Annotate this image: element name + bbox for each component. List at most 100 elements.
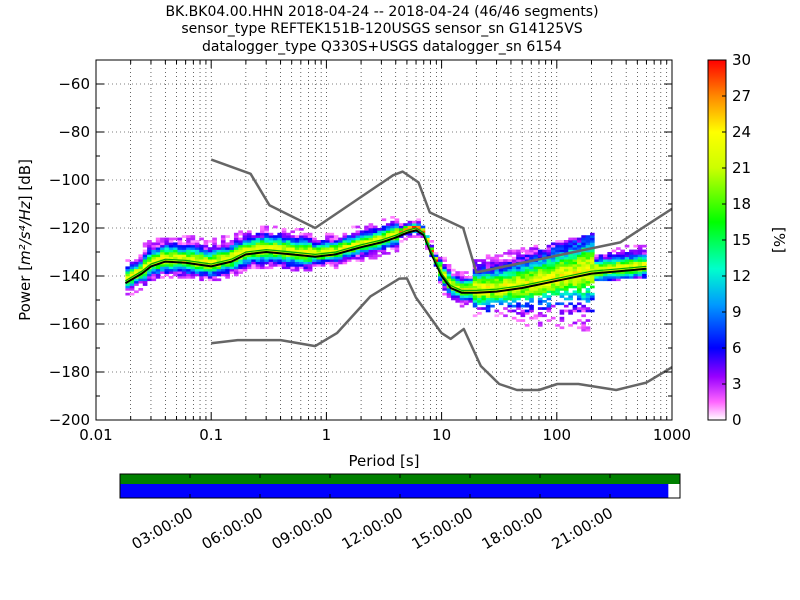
heatmap-cell [589,276,595,279]
heatmap-cell [511,266,517,270]
heatmap-cell [151,247,157,250]
heatmap-cell [524,295,530,298]
heatmap-cell [507,292,513,296]
heatmap-cell [260,240,265,243]
heatmap-cell [273,259,278,262]
heatmap-cell [603,273,608,277]
heatmap-cell [268,259,274,262]
heatmap-cell [568,254,573,258]
heatmap-cell [520,266,526,270]
heatmap-cell [212,276,217,279]
heatmap-cell [498,273,504,277]
heatmap-cell [438,276,443,279]
heatmap-cell [576,273,582,277]
heatmap-cell [481,283,487,286]
heatmap-cell [581,307,586,310]
heatmap-cell [242,268,248,272]
heatmap-cell [268,256,274,260]
heatmap-cell [186,240,191,243]
heatmap-cell [446,280,452,284]
heatmap-cell [455,285,461,289]
heatmap-cell [524,312,530,315]
heatmap-cell [555,271,560,274]
heatmap-cell [238,240,243,243]
heatmap-cell [507,276,513,279]
heatmap-cell [464,290,469,294]
x-tick-label: 0.01 [79,426,112,444]
heatmap-cell [581,324,586,327]
heatmap-cell [203,256,209,260]
heatmap-cell [611,276,617,279]
heatmap-cell [503,280,508,284]
heatmap-cell [442,285,448,289]
heatmap-cell [481,273,487,277]
heatmap-cell [542,314,547,318]
heatmap-cell [398,225,404,229]
heatmap-cell [603,266,608,270]
heatmap-cell [390,223,395,226]
heatmap-cell [537,290,543,294]
heatmap-cell [294,228,300,231]
heatmap-cell [563,290,569,294]
heatmap-cell [498,295,504,298]
heatmap-cell [273,261,278,265]
heatmap-cell [155,276,161,279]
heatmap-cell [177,268,183,272]
heatmap-cell [329,249,335,253]
heatmap-cell [286,266,291,270]
heatmap-cell [524,271,530,274]
heatmap-cell [359,240,365,243]
heatmap-cell [581,280,586,284]
heatmap-cell [342,256,348,260]
heatmap-cell [359,247,365,250]
heatmap-cell [585,264,591,267]
heatmap-cell [520,292,526,296]
heatmap-cell [186,271,191,274]
heatmap-cell [351,254,356,258]
heatmap-cell [329,235,335,238]
heatmap-cell [294,249,300,253]
heatmap-cell [394,225,400,229]
heatmap-cell [468,280,474,284]
heatmap-cell [520,283,526,286]
heatmap-cell [225,254,230,258]
heatmap-cell [611,259,617,262]
heatmap-cell [268,244,274,248]
heatmap-cell [494,264,500,267]
heatmap-cell [490,297,495,301]
heatmap-cell [186,237,191,241]
heatmap-cell [203,276,209,279]
heatmap-cell [555,283,560,286]
heatmap-cell [559,247,565,250]
heatmap-cell [568,312,573,315]
heatmap-cell [151,249,157,253]
heatmap-cell [520,264,526,267]
heatmap-cell [142,283,148,286]
heatmap-cell [333,256,339,260]
heatmap-cell [260,249,265,253]
heatmap-cell [346,240,352,243]
heatmap-cell [194,256,200,260]
heatmap-cell [611,273,617,277]
heatmap-cell [585,297,591,301]
heatmap-cell [537,276,543,279]
heatmap-cell [260,264,265,267]
time-tick-label: 09:00:00 [269,504,336,553]
heatmap-cell [533,244,539,248]
heatmap-cell [498,268,504,272]
heatmap-cell [233,273,239,277]
heatmap-cell [559,242,565,246]
heatmap-cell [494,256,500,260]
heatmap-cell [329,261,335,265]
heatmap-cell [125,266,131,270]
heatmap-cell [472,261,478,265]
heatmap-cell [390,242,395,246]
heatmap-cell [242,264,248,267]
heatmap-cell [520,259,526,262]
heatmap-cell [255,240,261,243]
heatmap-cell [368,242,374,246]
heatmap-cell [155,259,161,262]
y-tick-label: −160 [49,315,90,333]
heatmap-cell [537,314,543,318]
heatmap-cell [576,292,582,296]
